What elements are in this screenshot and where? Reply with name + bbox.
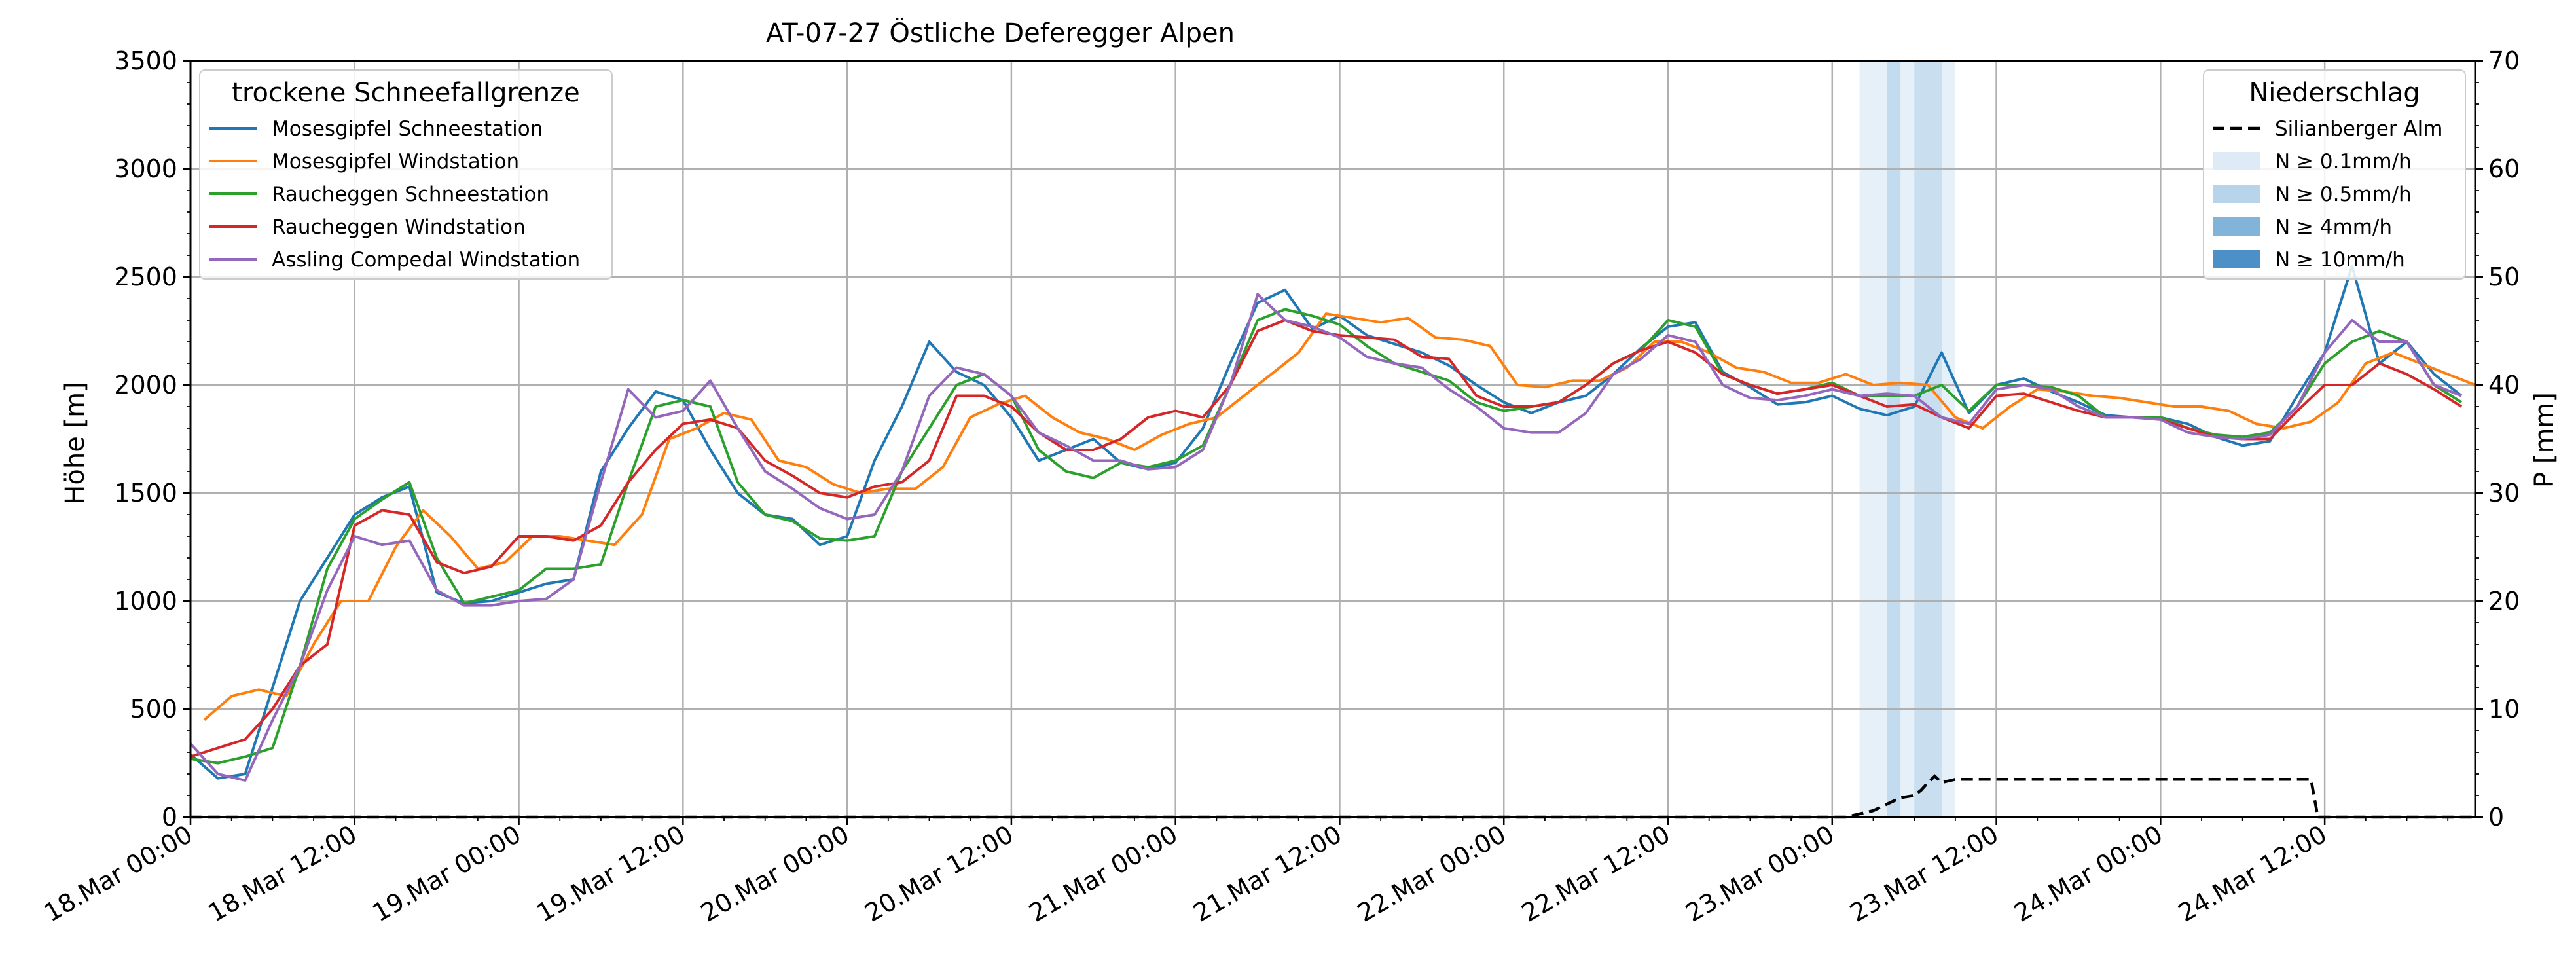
- legend-label-2: Raucheggen Schneestation: [272, 183, 549, 206]
- y-tick-label-5: 2500: [114, 263, 177, 291]
- precip-cumulative-line: [190, 774, 2475, 819]
- y2-tick-label-1: 10: [2488, 695, 2520, 724]
- series-lines: [189, 265, 2476, 819]
- y-tick-label-3: 1500: [114, 479, 177, 507]
- legend-right-label-1: N ≥ 0.1mm/h: [2275, 150, 2412, 174]
- y-tick-label-6: 3000: [114, 155, 177, 183]
- series-line-4: [189, 293, 2462, 782]
- legend-right-items: Silianberger Alm N ≥ 0.1mm/h N ≥ 0.5mm/h N …: [2213, 117, 2442, 272]
- y-tick-label-2: 1000: [114, 587, 177, 615]
- series-line-2: [190, 308, 2463, 765]
- legend-right-label-3: N ≥ 4mm/h: [2275, 215, 2392, 239]
- y2-tick-label-0: 0: [2488, 803, 2504, 832]
- legend-left: trockene Schneefallgrenze Mosesgipfel Sc…: [199, 69, 613, 280]
- precip-band-2: [1900, 61, 1915, 817]
- legend-right-label-4: N ≥ 10mm/h: [2275, 248, 2405, 272]
- legend-label-3: Raucheggen Windstation: [272, 215, 526, 239]
- y-tick-label-7: 3500: [114, 46, 177, 75]
- y-tick-label-4: 2000: [114, 371, 177, 399]
- y2-tick-label-4: 40: [2488, 371, 2520, 399]
- y-axis-label: Höhe [m]: [60, 382, 90, 504]
- legend-right-swatch-4: [2213, 250, 2260, 268]
- series-line-1: [203, 312, 2476, 722]
- plot-frame: [189, 60, 2476, 818]
- y-tick-label-1: 500: [130, 695, 177, 724]
- legend-left-items: Mosesgipfel Schneestation Mosesgipfel Win…: [209, 117, 580, 272]
- legend-right-frame: [2203, 69, 2466, 280]
- precip-band-3: [1914, 61, 1942, 817]
- legend-right-swatch-3: [2213, 217, 2260, 236]
- legend-right-label-2: N ≥ 0.5mm/h: [2275, 183, 2412, 206]
- legend-right-swatch-1: [2213, 152, 2260, 170]
- precip-band-4: [1941, 61, 1955, 817]
- y2-tick-label-3: 30: [2488, 479, 2520, 507]
- legend-right-swatch-2: [2213, 185, 2260, 203]
- y2-tick-label-6: 60: [2488, 155, 2520, 183]
- legend-label-0: Mosesgipfel Schneestation: [272, 117, 543, 141]
- legend-label-4: Assling Compedal Windstation: [272, 248, 580, 272]
- legend-right: Niederschlag Silianberger Alm N ≥ 0.1mm/h…: [2203, 69, 2466, 280]
- legend-label-1: Mosesgipfel Windstation: [272, 150, 519, 174]
- y2-tick-label-7: 70: [2488, 46, 2520, 75]
- chart-title: AT-07-27 Östliche Deferegger Alpen: [766, 17, 1235, 48]
- legend-right-title: Niederschlag: [2249, 78, 2420, 108]
- precipitation-bands: [1859, 61, 1955, 817]
- precip-band-1: [1887, 61, 1901, 817]
- legend-left-title: trockene Schneefallgrenze: [232, 78, 579, 108]
- y2-tick-label-2: 20: [2488, 587, 2520, 615]
- series-line-0: [189, 265, 2463, 780]
- y2-axis-label: P [mm]: [2530, 392, 2560, 488]
- legend-right-label-0: Silianberger Alm: [2275, 117, 2442, 141]
- y-tick-label-0: 0: [162, 803, 177, 832]
- legend-left-frame: [199, 69, 613, 280]
- y2-tick-label-5: 50: [2488, 263, 2520, 291]
